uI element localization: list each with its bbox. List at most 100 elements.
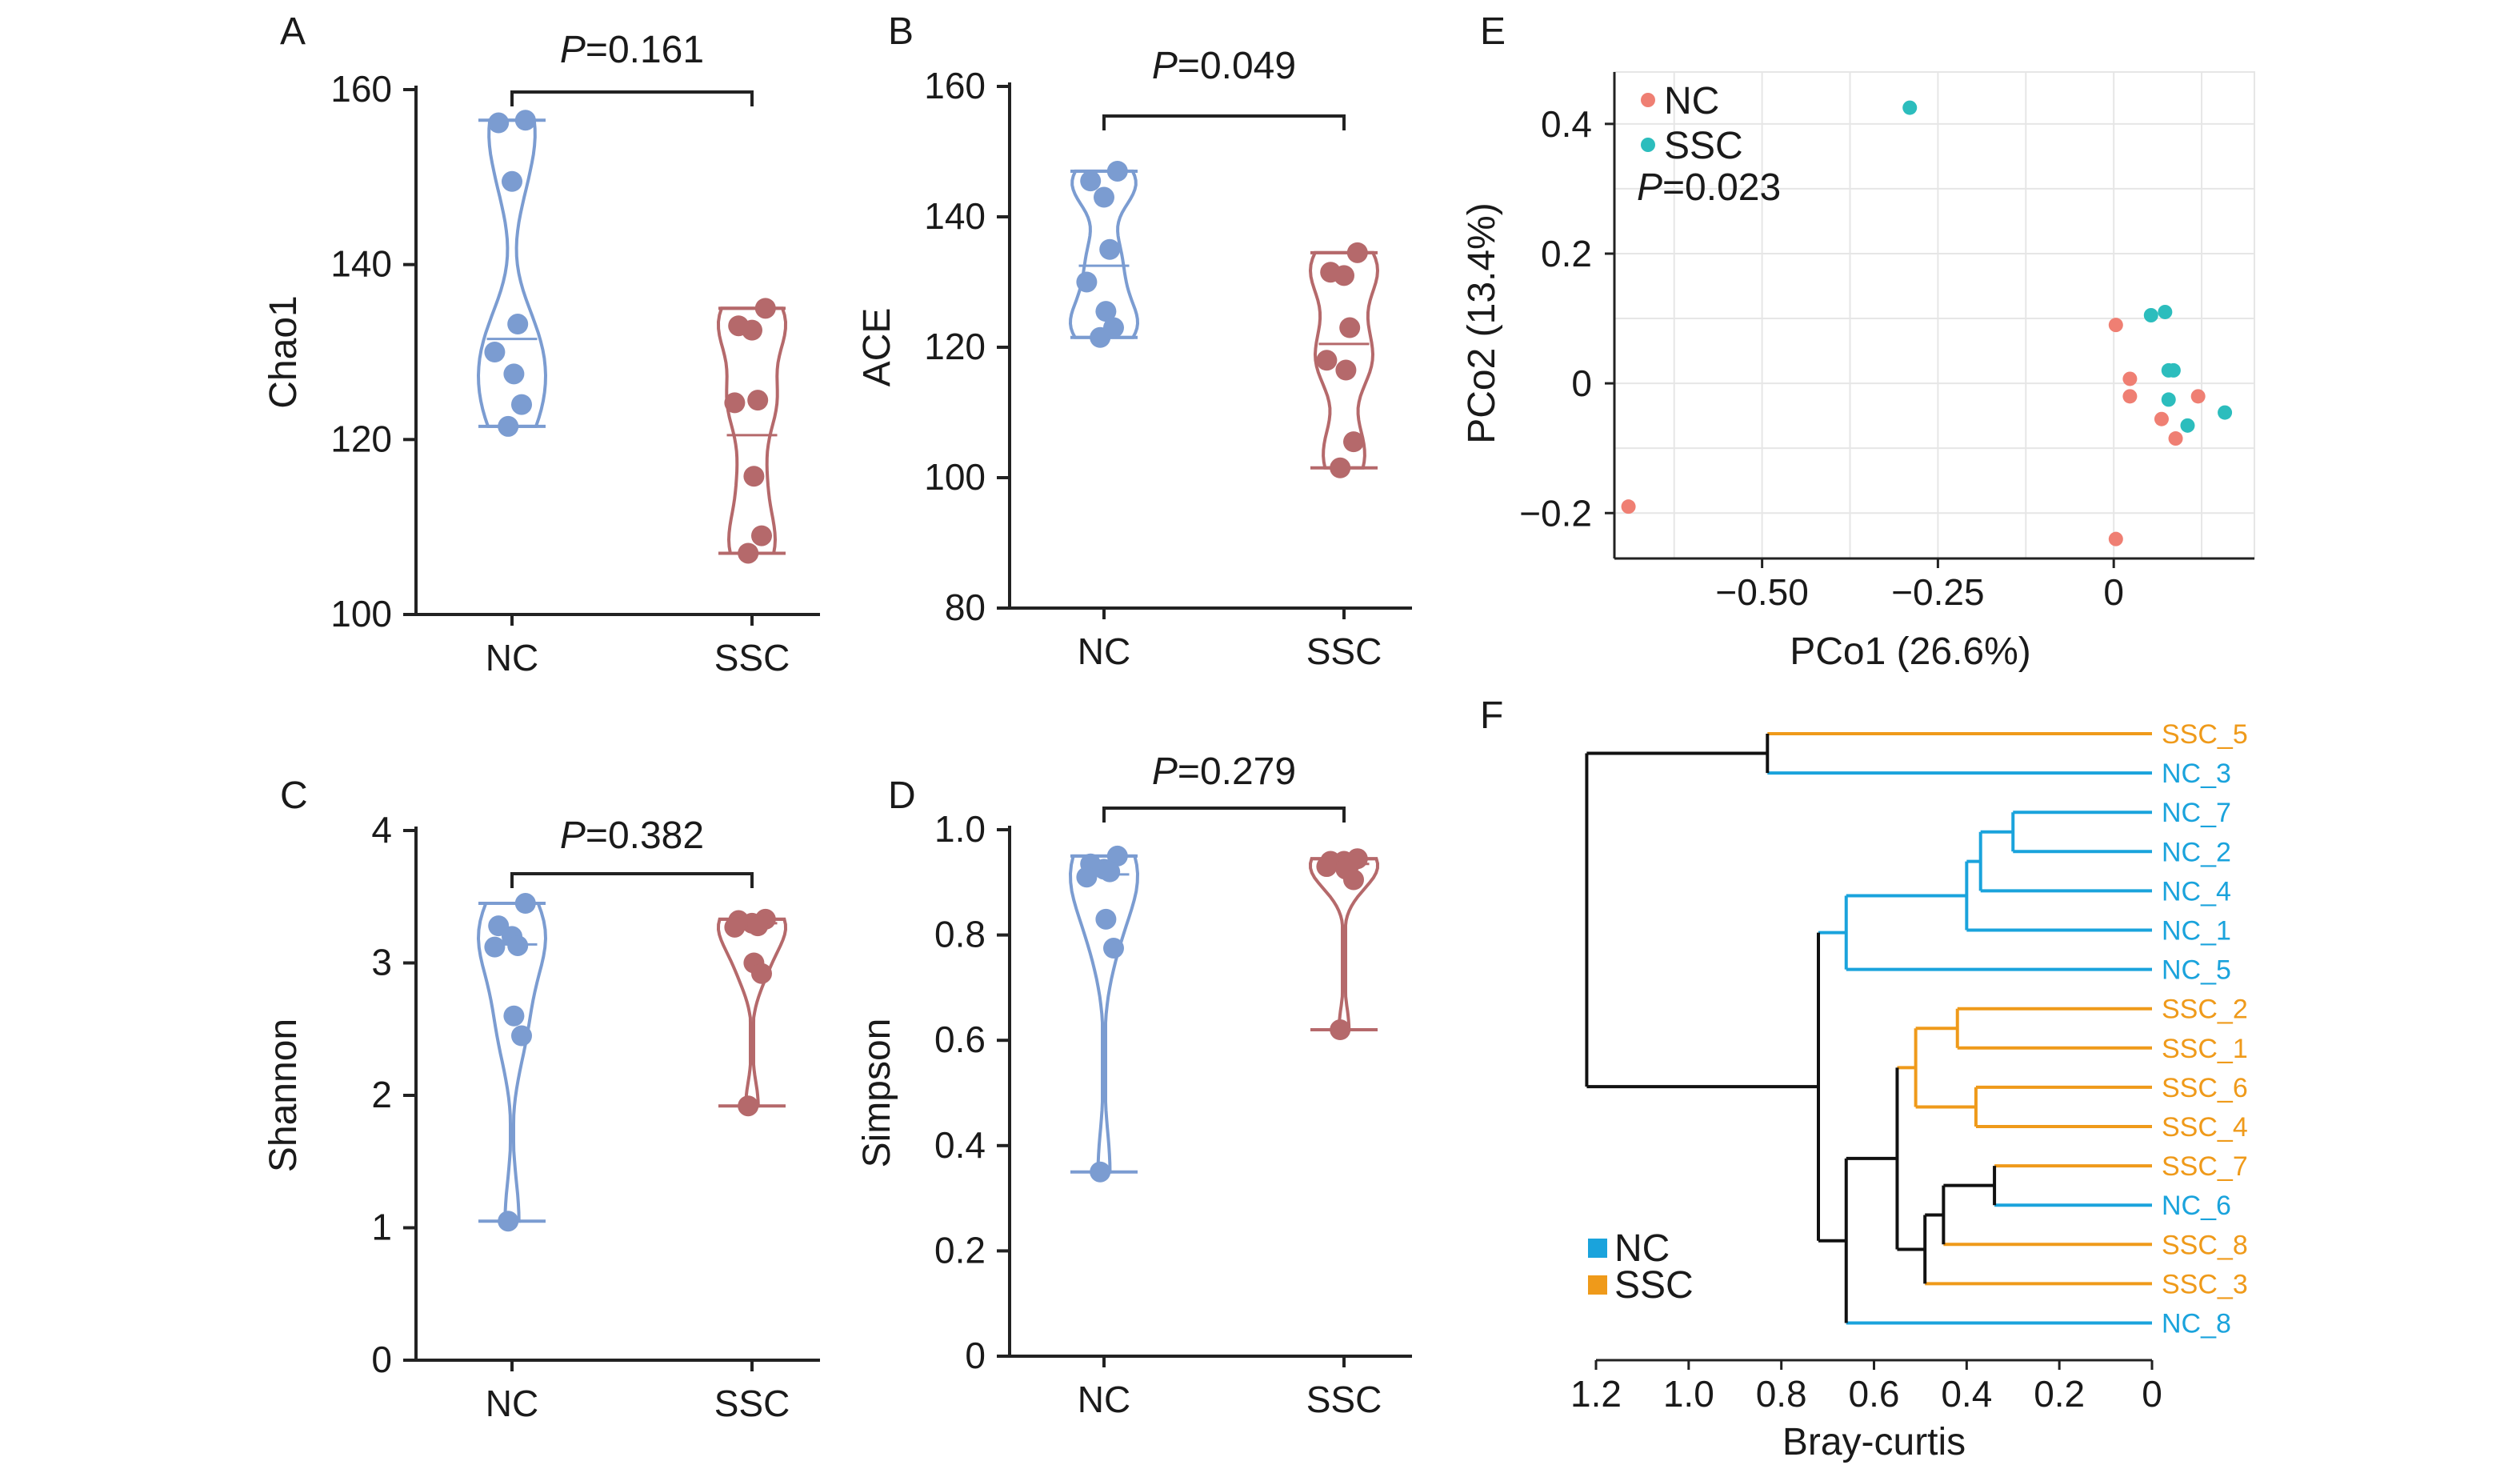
- data-point: [514, 110, 536, 131]
- y-tick-label: 0.4: [934, 1124, 986, 1166]
- x-tick-label: 0.4: [1941, 1373, 1992, 1415]
- y-tick-label: 0.2: [934, 1229, 986, 1271]
- leaf-label: NC_7: [2162, 798, 2231, 828]
- p-symbol: P: [1152, 751, 1178, 793]
- data-point: [484, 342, 506, 362]
- y-tick-label: 100: [924, 456, 986, 498]
- y-tick-label: 0.6: [934, 1019, 986, 1060]
- y-tick-label: 2: [371, 1074, 392, 1115]
- leaf-label: SSC_8: [2162, 1230, 2248, 1260]
- leaf-label: SSC_2: [2162, 995, 2248, 1025]
- y-axis-label: ACE: [856, 308, 898, 387]
- data-point: [1103, 938, 1124, 959]
- data-point: [507, 935, 529, 956]
- panel-letter-a: A: [280, 10, 306, 53]
- violin-outline: [1308, 857, 1380, 1031]
- panel-b-ace: 80 100 120 140 160 NC SSC ACE P=0.049: [856, 45, 1412, 672]
- data-point: [1316, 856, 1338, 878]
- data-point: [724, 916, 746, 938]
- data-point: [724, 392, 746, 414]
- x-tick-label: NC: [486, 637, 538, 678]
- p-value: =0.382: [586, 815, 704, 857]
- data-point: [754, 298, 776, 319]
- p-value-label: P=0.049: [1152, 45, 1296, 87]
- leaf-label: SSC_4: [2162, 1112, 2248, 1143]
- scatter-point: [1621, 499, 1636, 514]
- p-value-label: P=0.279: [1152, 751, 1296, 793]
- x-tick-label: 0: [2103, 571, 2124, 613]
- data-point: [751, 525, 772, 546]
- panel-e-pcoa: −0.50 −0.25 0 −0.2 0 0.2 0.4 PCo1 (26.6%) PCo2 (…: [1461, 71, 2255, 673]
- panel-letter-e: E: [1480, 10, 1506, 53]
- legend-marker: [1641, 93, 1655, 107]
- data-point: [507, 314, 529, 335]
- y-tick-label: 120: [330, 418, 392, 459]
- data-point: [1099, 238, 1121, 260]
- x-tick-label: 0.8: [1756, 1373, 1807, 1415]
- data-point: [498, 415, 519, 437]
- data-point: [1095, 301, 1117, 322]
- leaf-label: SSC_3: [2162, 1269, 2248, 1299]
- data-point: [498, 1211, 519, 1232]
- violin-outline: [1068, 854, 1140, 1174]
- data-point: [503, 1005, 525, 1027]
- x-tick-label: 0.2: [2034, 1373, 2085, 1415]
- legend-label: NC: [1664, 80, 1719, 122]
- x-tick-label: 0.6: [1849, 1373, 1900, 1415]
- x-tick-label: NC: [1078, 630, 1130, 672]
- x-tick-label: −0.25: [1891, 571, 1984, 613]
- data-point: [488, 112, 510, 134]
- significance-bracket: [510, 90, 754, 106]
- y-tick-label: 0: [371, 1339, 392, 1380]
- p-value: =0.279: [1178, 751, 1296, 793]
- panel-letter-f: F: [1480, 694, 1503, 737]
- y-tick-label: 140: [330, 243, 392, 285]
- violin-outline: [716, 917, 788, 1108]
- y-tick-label: 0.8: [934, 914, 986, 955]
- x-tick-label: SSC: [714, 1383, 790, 1424]
- p-symbol: P: [560, 29, 586, 71]
- legend-label: SSC: [1664, 125, 1743, 167]
- scatter-point: [2180, 418, 2195, 433]
- x-tick-label: 0: [2142, 1373, 2162, 1415]
- scatter-point: [2143, 308, 2158, 322]
- legend-marker: [1641, 138, 1655, 152]
- x-tick-label: 1.0: [1663, 1373, 1714, 1415]
- p-value-label: P=0.382: [560, 815, 704, 857]
- data-point: [1090, 326, 1111, 348]
- x-tick-label: −0.50: [1715, 571, 1808, 613]
- scatter-point: [1902, 100, 1918, 115]
- data-point: [1346, 242, 1368, 263]
- y-tick-label: 0.4: [1541, 103, 1592, 145]
- leaf-label: SSC_6: [2162, 1073, 2248, 1103]
- y-tick-label: 4: [371, 809, 392, 851]
- y-tick-label: 3: [371, 942, 392, 983]
- data-point: [1343, 431, 1364, 453]
- scatter-point: [2161, 392, 2176, 407]
- panel-letter-d: D: [888, 775, 916, 817]
- legend-swatch: [1588, 1239, 1607, 1258]
- data-point: [738, 542, 759, 564]
- panel-a-chao1: 100 120 140 160 NC SSC Chao1 P=0.161: [262, 29, 820, 678]
- data-point: [751, 963, 772, 984]
- y-tick-label: 100: [330, 593, 392, 634]
- scatter-point: [2168, 431, 2183, 446]
- scatter-point: [2122, 371, 2138, 386]
- scatter-point: [2154, 411, 2169, 426]
- data-point: [1076, 867, 1098, 888]
- violin-outline: [716, 306, 788, 555]
- y-axis-label: Shannon: [262, 1019, 305, 1172]
- x-tick-label: 1.2: [1570, 1373, 1622, 1415]
- data-point: [1335, 359, 1357, 381]
- p-value: =0.023: [1662, 166, 1781, 209]
- data-point: [1106, 845, 1128, 867]
- p-value-label: P=0.023: [1637, 166, 1781, 209]
- p-value: =0.161: [586, 29, 704, 71]
- data-point: [747, 390, 769, 411]
- y-axis-label: Simpson: [856, 1019, 898, 1168]
- data-point: [484, 936, 506, 958]
- y-tick-label: 0: [965, 1335, 986, 1376]
- data-point: [503, 363, 525, 385]
- data-point: [743, 466, 765, 487]
